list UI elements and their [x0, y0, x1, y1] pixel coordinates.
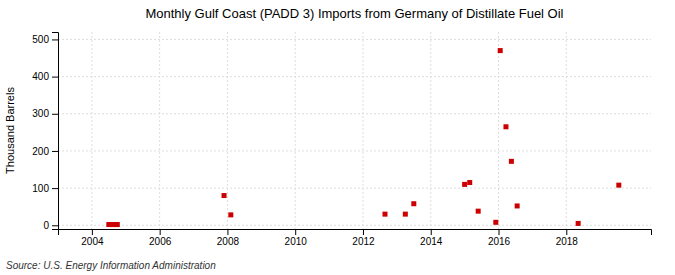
y-tick: 200	[32, 146, 58, 157]
y-tick-label: 300	[32, 108, 49, 119]
x-tick: 2004	[81, 229, 104, 247]
grid	[58, 32, 651, 229]
y-axis-line	[52, 33, 59, 230]
grid-line-x	[91, 32, 92, 229]
points	[106, 48, 621, 227]
point	[515, 203, 520, 208]
grid-line-y	[58, 39, 651, 40]
source: Source: U.S. Energy Information Administ…	[6, 260, 216, 271]
point	[616, 183, 621, 188]
y-tick: 0	[43, 220, 58, 231]
x-tick-label: 2004	[81, 236, 104, 247]
x-tick-label: 2016	[488, 236, 511, 247]
x-tick-label: 2006	[149, 236, 172, 247]
x-tick: 2006	[149, 229, 172, 247]
x-tick-mark	[566, 229, 567, 235]
x-tick-mark	[431, 229, 432, 235]
y-tick-mark	[52, 77, 58, 78]
grid-line-x	[295, 32, 296, 229]
y-tick-mark	[52, 114, 58, 115]
x-tick-label: 2010	[285, 236, 308, 247]
x-axis: 2004 2006 2008 2010 2012 2014 2016 2018	[59, 229, 652, 247]
y-tick-mark	[52, 151, 58, 152]
grid-line-x	[362, 32, 363, 229]
point	[498, 48, 503, 53]
y-tick-label: 500	[32, 34, 49, 45]
point	[462, 182, 467, 187]
point	[493, 220, 498, 225]
grid-line-y	[58, 188, 651, 189]
point	[509, 159, 514, 164]
x-tick-label: 2008	[217, 236, 240, 247]
y-tick-mark	[52, 225, 58, 226]
x-tick-label: 2012	[352, 236, 375, 247]
x-tick: 2014	[420, 229, 443, 247]
x-tick-mark	[499, 229, 500, 235]
x-tick: 2008	[217, 229, 240, 247]
y-tick: 400	[32, 71, 58, 82]
x-tick: 2018	[556, 229, 579, 247]
x-tick-mark	[227, 229, 228, 235]
point	[503, 124, 508, 129]
x-tick: 2012	[352, 229, 375, 247]
plot-area: 2004 2006 2008 2010 2012 2014 2016 2018 0 100 200 3…	[32, 32, 651, 247]
point	[411, 201, 416, 206]
title: Monthly Gulf Coast (PADD 3) Imports from…	[145, 6, 563, 21]
grid-line-y	[58, 113, 651, 114]
grid-line-y	[58, 150, 651, 151]
grid-line-x	[566, 32, 567, 229]
y-tick: 100	[32, 183, 58, 194]
y-tick-mark	[52, 39, 58, 40]
x-axis-line	[59, 230, 652, 236]
y-tick-label: 400	[32, 71, 49, 82]
grid-line-x	[159, 32, 160, 229]
grid-line-y	[58, 76, 651, 77]
point	[467, 180, 472, 185]
x-tick: 2016	[488, 229, 511, 247]
grid-line-x	[227, 32, 228, 229]
point	[403, 212, 408, 217]
point	[382, 212, 387, 217]
x-tick-mark	[92, 229, 93, 235]
grid-line-x	[498, 32, 499, 229]
y-tick-label: 100	[32, 183, 49, 194]
x-tick: 2010	[285, 229, 308, 247]
point	[222, 193, 227, 198]
y-axis: 0 100 200 300 400 500	[32, 33, 58, 231]
grid-line-y	[58, 225, 651, 226]
point	[115, 222, 120, 227]
y-tick-label: 0	[43, 220, 49, 231]
point	[476, 209, 481, 214]
chart: 2004 2006 2008 2010 2012 2014 2016 2018 0 100 200 3…	[0, 0, 675, 275]
x-tick-mark	[160, 229, 161, 235]
x-tick-mark	[295, 229, 296, 235]
point	[228, 212, 233, 217]
point	[576, 221, 581, 226]
y-tick: 300	[32, 108, 58, 119]
y-tick-mark	[52, 188, 58, 189]
x-tick-label: 2014	[420, 236, 443, 247]
y-tick: 500	[32, 34, 58, 45]
y-tick-label: 200	[32, 146, 49, 157]
x-tick-label: 2018	[556, 236, 579, 247]
grid-line-x	[430, 32, 431, 229]
y-axis-title: Thousand Barrels	[4, 87, 16, 174]
x-tick-mark	[363, 229, 364, 235]
